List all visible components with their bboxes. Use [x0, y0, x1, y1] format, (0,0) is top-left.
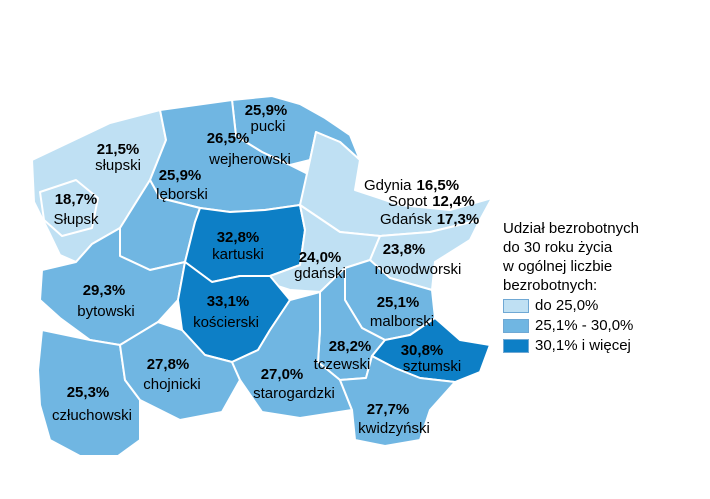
legend-title-line: w ogólnej liczbie: [503, 258, 613, 275]
label-value-koscierski: 33,1%: [207, 293, 250, 310]
label-name-leborski: lęborski: [156, 186, 208, 203]
region-slupsk[interactable]: [39, 179, 99, 237]
legend-swatch-high: [503, 338, 529, 353]
label-value-starogardzki: 27,0%: [261, 366, 304, 383]
label-name-kartuski: kartuski: [212, 246, 264, 263]
region-starogardzki[interactable]: [231, 291, 353, 419]
region-gdanski[interactable]: [264, 204, 381, 293]
label-name-nowodworski: nowodworski: [375, 261, 462, 278]
map-legend: Udział bezrobotnych do 30 roku życia w o…: [503, 219, 639, 355]
legend-title-line: do 30 roku życia: [503, 239, 613, 256]
label-value-chojnicki: 27,8%: [147, 356, 190, 373]
label-name-tczewski: tczewski: [314, 356, 371, 373]
label-value-pucki: 25,9%: [245, 102, 288, 119]
label-value-nowodworski: 23,8%: [383, 241, 426, 258]
legend-title: Udział bezrobotnych do 30 roku życia w o…: [503, 219, 639, 295]
legend-title-line: Udział bezrobotnych: [503, 220, 639, 237]
pomorskie-unemployment-map: 21,5% słupski 18,7% Słupsk 25,9% pucki 2…: [31, 95, 493, 457]
label-value-czluchowski: 25,3%: [67, 384, 110, 401]
legend-label-low: do 25,0%: [535, 297, 599, 314]
legend-item-mid: 25,1% - 30,0%: [503, 316, 639, 335]
label-name-malborski: malborski: [370, 313, 434, 330]
label-name-sztumski: sztumski: [403, 358, 461, 375]
label-name-gdanski: gdański: [294, 265, 346, 282]
label-city-gdansk: Gdańsk 17,3%: [380, 211, 479, 228]
label-value-kartuski: 32,8%: [217, 229, 260, 246]
label-city-sopot: Sopot 12,4%: [388, 193, 475, 210]
label-city-gdynia: Gdynia 16,5%: [364, 177, 459, 194]
label-name-bytowski: bytowski: [77, 303, 135, 320]
label-name-slupsk: Słupsk: [53, 211, 99, 228]
legend-swatch-low: [503, 298, 529, 313]
legend-label-high: 30,1% i więcej: [535, 337, 631, 354]
label-name-kwidzynski: kwidzyński: [358, 420, 430, 437]
legend-item-low: do 25,0%: [503, 296, 639, 315]
label-name-pucki: pucki: [250, 118, 285, 135]
legend-item-high: 30,1% i więcej: [503, 336, 639, 355]
label-value-tczewski: 28,2%: [329, 338, 372, 355]
region-czluchowski[interactable]: [37, 329, 141, 457]
label-value-malborski: 25,1%: [377, 294, 420, 311]
label-value-bytowski: 29,3%: [83, 282, 126, 299]
label-value-slupski: 21,5%: [97, 141, 140, 158]
label-value-sztumski: 30,8%: [401, 342, 444, 359]
label-value-wejherowski: 26,5%: [207, 130, 250, 147]
label-name-slupski: słupski: [95, 157, 141, 174]
label-name-wejherowski: wejherowski: [208, 151, 291, 168]
label-value-leborski: 25,9%: [159, 167, 202, 184]
label-value-slupsk: 18,7%: [55, 191, 98, 208]
label-name-chojnicki: chojnicki: [143, 376, 201, 393]
label-name-koscierski: kościerski: [193, 314, 259, 331]
region-kwidzynski[interactable]: [339, 355, 456, 447]
label-name-czluchowski: człuchowski: [52, 407, 132, 424]
legend-title-line: bezrobotnych:: [503, 277, 598, 294]
label-value-kwidzynski: 27,7%: [367, 401, 410, 418]
legend-swatch-mid: [503, 318, 529, 333]
legend-label-mid: 25,1% - 30,0%: [535, 317, 634, 334]
label-value-gdanski: 24,0%: [299, 249, 342, 266]
region-bytowski[interactable]: [39, 227, 186, 346]
label-name-starogardzki: starogardzki: [253, 385, 335, 402]
